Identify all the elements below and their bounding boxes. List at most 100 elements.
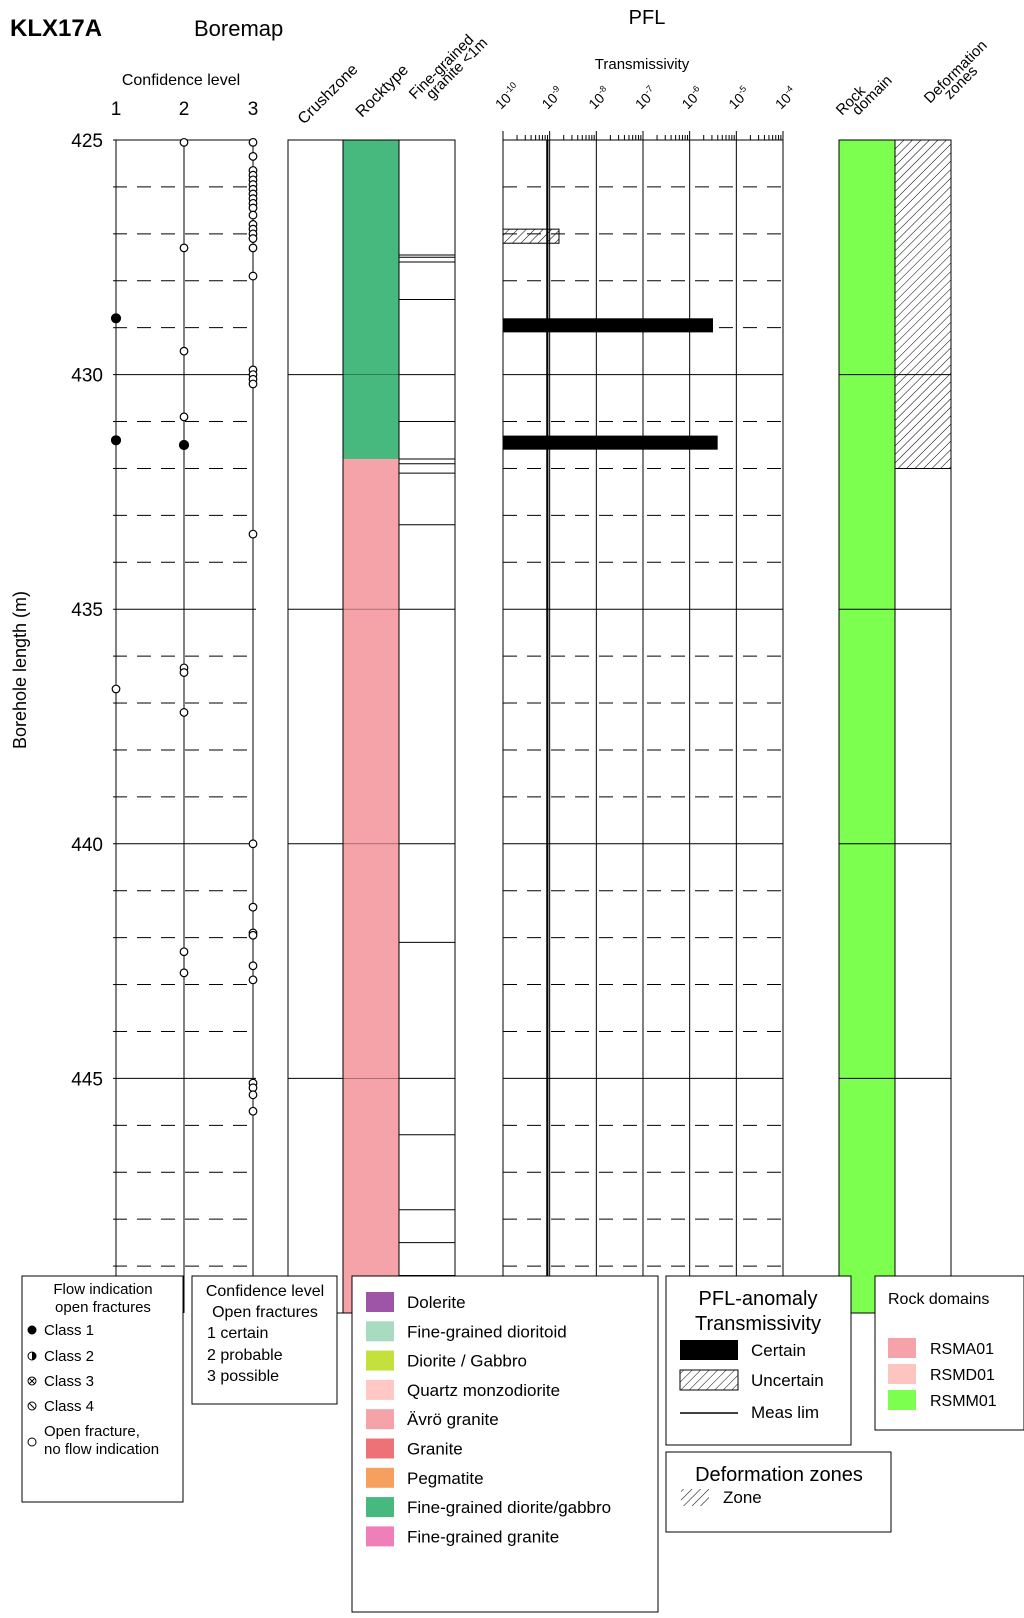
transmissivity-tick-label: 10-5: [724, 83, 753, 112]
rsmd01-label: RSMD01: [930, 1367, 995, 1384]
rock-legend-swatch: [366, 1526, 394, 1547]
rock-columns-panel: [287, 139, 456, 1314]
open-fracture-point: [248, 1106, 258, 1116]
pfl-meas-lim-label: Meas lim: [751, 1403, 819, 1422]
class4-label: Class 4: [44, 1398, 94, 1415]
rsmm01-label: RSMM01: [930, 1393, 997, 1410]
pfl-anomaly-certain: [503, 435, 718, 450]
rock-legend-swatch: [366, 1321, 394, 1342]
open-fracture-point: [179, 947, 189, 957]
rock-legend-label: Fine-grained diorite/gabbro: [407, 1498, 611, 1517]
deformation-zone-swatch: [681, 1489, 709, 1506]
pfl-transmissivity-panel: [502, 131, 784, 1313]
fracture-class1-point: [110, 313, 122, 324]
class2-label: Class 2: [44, 1348, 94, 1365]
open-fracture-point: [179, 137, 189, 147]
open-fracture-point: [248, 271, 258, 281]
open-fracture-point: [248, 930, 258, 940]
legend-rock-domains: Rock domains RSMA01 RSMD01 RSMM01: [874, 1275, 1024, 1431]
fracture-class1-point: [110, 435, 122, 446]
rock-domains-legend-title: Rock domains: [888, 1291, 989, 1308]
rock-domain-panel: [838, 139, 952, 1314]
open-fracture-point: [179, 412, 189, 422]
pfl-certain-swatch: [680, 1340, 738, 1360]
rock-legend-label: Fine-grained dioritoid: [407, 1322, 567, 1341]
depth-tick-label: 445: [71, 1069, 103, 1090]
open-fracture-point: [179, 346, 189, 356]
rock-legend-swatch: [366, 1292, 394, 1312]
borehole-id: KLX17A: [10, 15, 102, 42]
rocktype-interval: [343, 140, 399, 460]
pfl-legend-title2: Transmissivity: [695, 1313, 821, 1335]
open-fracture-point: [248, 152, 258, 161]
open-fracture-point: [179, 668, 189, 677]
boremap-fracture-panel: [110, 137, 258, 1313]
open-fracture-point: [248, 243, 258, 253]
depth-tick-label: 430: [71, 366, 103, 387]
confidence-level-title: Confidence level: [122, 72, 240, 89]
open-fracture-point: [248, 1090, 258, 1100]
class4-symbol: [27, 1401, 37, 1411]
open-fracture-point: [248, 975, 258, 985]
pfl-certain-label: Certain: [751, 1341, 806, 1360]
transmissivity-title: Transmissivity: [595, 56, 690, 73]
pfl-title: PFL: [629, 7, 666, 29]
rocktype-header: Rocktype: [353, 62, 412, 121]
open-fracture-symbol: [27, 1437, 37, 1447]
legend-pfl-anomaly: PFL-anomaly Transmissivity Certain Uncer…: [665, 1275, 852, 1446]
depth-tick-label: 440: [71, 835, 103, 856]
class3-label: Class 3: [44, 1373, 94, 1390]
open-fracture-point: [248, 379, 258, 389]
rsmd01-swatch: [888, 1364, 916, 1384]
confidence-legend-item2: 2 probable: [207, 1347, 283, 1364]
open-fracture-point: [248, 902, 258, 912]
rock-legend-swatch: [366, 1379, 394, 1400]
rsmm01-swatch: [888, 1390, 916, 1410]
legend-flow-indication: Flow indication open fractures Class 1 C…: [21, 1275, 184, 1503]
open-fracture-point: [179, 243, 189, 253]
open-fracture-point: [248, 234, 258, 243]
flow-legend-title2: open fractures: [55, 1299, 151, 1316]
rock-legend-label: Granite: [407, 1440, 463, 1459]
open-fracture-point: [248, 529, 258, 539]
crushzone-header: Crushzone: [295, 61, 362, 128]
open-fracture-point: [248, 210, 258, 220]
pfl-legend-title1: PFL-anomaly: [699, 1288, 818, 1310]
rsma01-swatch: [888, 1338, 916, 1358]
transmissivity-tick-label: 10-6: [678, 83, 707, 112]
confidence-tick-labels: 1 2 3: [111, 99, 259, 120]
transmissivity-tick-label: 10-9: [538, 83, 567, 112]
transmissivity-tick-labels: 10-10 10-9 10-8 10-7 10-6 10-5 10-4: [491, 80, 800, 112]
legend-rock-types: Dolerite Fine-grained dioritoid Diorite / …: [351, 1275, 659, 1613]
rock-legend-label: Pegmatite: [407, 1469, 484, 1488]
rock-legend-label: Dolerite: [407, 1293, 466, 1312]
rock-legend-swatch: [366, 1438, 394, 1459]
confidence-legend-title1: Confidence level: [206, 1283, 324, 1300]
open-fracture-point: [111, 684, 121, 694]
depth-tick-labels: 425430435440445450: [71, 131, 103, 1325]
transmissivity-tick-label: 10-4: [771, 83, 800, 112]
confidence-legend-item3: 3 possible: [207, 1368, 279, 1385]
confidence-tick-label: 2: [179, 99, 190, 120]
transmissivity-tick-label: 10-10: [491, 80, 523, 112]
rocktype-interval: [343, 459, 399, 1313]
pfl-uncertain-label: Uncertain: [751, 1371, 824, 1390]
depth-tick-label: 435: [71, 600, 103, 621]
boremap-title: Boremap: [194, 16, 283, 41]
pfl-uncertain-swatch: [679, 1369, 739, 1391]
y-axis-label: Borehole length (m): [10, 591, 30, 749]
class2-symbol: [27, 1351, 37, 1361]
rock-domain-rsmm01: [839, 140, 895, 1313]
class3-symbol: [27, 1376, 37, 1386]
class1-symbol: [27, 1325, 37, 1335]
flow-legend-title1: Flow indication: [53, 1281, 152, 1298]
crushzone-frame: [287, 139, 344, 1314]
rock-legend-swatch: [366, 1350, 394, 1371]
rsma01-label: RSMA01: [930, 1341, 994, 1358]
deformation-legend-title: Deformation zones: [695, 1464, 863, 1486]
pfl-anomaly-certain: [503, 318, 713, 333]
confidence-legend-title2: Open fractures: [212, 1304, 318, 1321]
rock-legend-swatch: [366, 1497, 394, 1518]
open-fracture-point: [248, 961, 258, 971]
